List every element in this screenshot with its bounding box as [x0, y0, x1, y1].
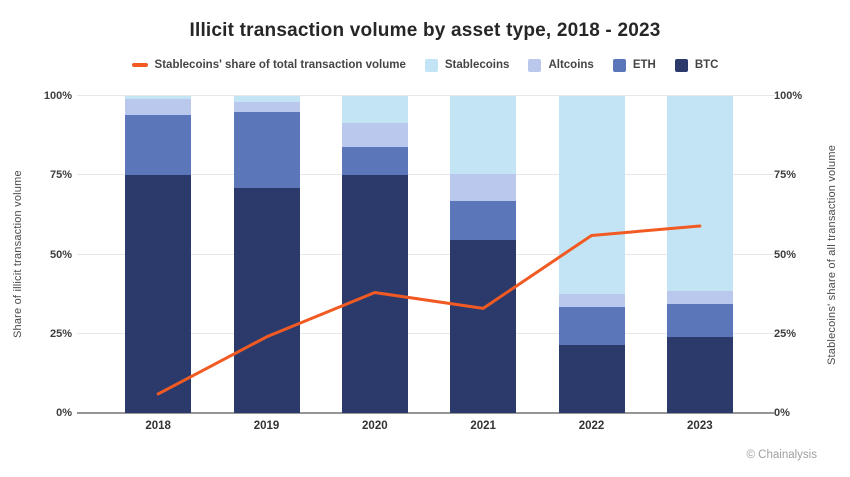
bar-2022	[558, 96, 625, 413]
legend-label: BTC	[694, 59, 719, 71]
y-tick-label: 100%	[774, 90, 803, 102]
bar-segment-btc-2018	[125, 175, 192, 413]
y-tick-label: 25%	[774, 327, 797, 340]
y-tick-label: 75%	[774, 169, 797, 182]
bars-area	[104, 96, 754, 413]
legend-item-altcoins: Altcoins	[528, 58, 594, 72]
stablecoins-swatch-icon	[424, 58, 438, 72]
bar-segment-eth-2020	[341, 146, 408, 176]
legend-item-eth: ETH	[612, 58, 656, 72]
gridline-100	[77, 95, 775, 96]
x-tick-label-2022: 2022	[578, 420, 605, 432]
x-axis-line	[77, 412, 775, 414]
bar-segment-btc-2022	[558, 344, 625, 413]
altcoins-swatch-icon	[528, 58, 542, 72]
bar-segment-btc-2021	[450, 240, 517, 413]
bar-segment-btc-2023	[666, 336, 733, 413]
bar-segment-altcoins-2019	[233, 102, 300, 112]
left-axis-ticks: 0% 25% 50% 75% 100%	[0, 90, 72, 419]
orange-line-swatch-icon	[131, 63, 148, 67]
legend-label: Stablecoins	[444, 59, 510, 71]
bar-segment-eth-2022	[558, 306, 625, 345]
x-axis-labels: 2018 2019 2020 2021 2022 2023	[104, 420, 754, 436]
bar-segment-btc-2019	[233, 187, 300, 413]
bar-segment-stablecoins-2022	[558, 96, 625, 295]
legend-item-btc: BTC	[674, 58, 719, 72]
y-tick-label: 50%	[49, 248, 72, 261]
bar-2021	[450, 96, 517, 413]
y-tick-label: 0%	[774, 407, 790, 419]
bar-segment-altcoins-2023	[666, 290, 733, 304]
y-tick-label: 0%	[56, 407, 72, 419]
bar-segment-eth-2023	[666, 303, 733, 337]
bar-segment-altcoins-2022	[558, 294, 625, 307]
y-tick-label: 100%	[43, 90, 72, 102]
source-credit: © Chainalysis	[746, 449, 817, 461]
eth-swatch-icon	[612, 58, 626, 72]
legend-label: Stablecoins' share of total transaction …	[154, 59, 406, 71]
right-axis-ticks: 0% 25% 50% 75% 100%	[774, 90, 844, 419]
y-tick-label: 75%	[49, 169, 72, 182]
x-tick-label-2021: 2021	[470, 420, 496, 432]
legend: Stablecoins' share of total transaction …	[0, 57, 850, 73]
bar-2018	[125, 96, 192, 413]
gridline-50	[77, 253, 775, 255]
bar-segment-stablecoins-2020	[341, 96, 408, 123]
y-tick-label: 50%	[774, 248, 797, 261]
bar-segment-eth-2018	[125, 115, 192, 176]
bar-segment-stablecoins-2023	[666, 96, 733, 291]
bar-segment-eth-2019	[233, 111, 300, 188]
legend-label: Altcoins	[548, 59, 594, 71]
bar-2023	[666, 96, 733, 413]
x-tick-label-2023: 2023	[687, 420, 713, 432]
gridline-75	[77, 174, 775, 176]
legend-item-stablecoin-share-line: Stablecoins' share of total transaction …	[131, 59, 406, 71]
stablecoin-share-line	[104, 96, 754, 413]
bar-segment-altcoins-2021	[450, 173, 517, 201]
plot-area	[77, 95, 775, 414]
y-tick-label: 25%	[49, 327, 72, 340]
legend-label: ETH	[632, 59, 656, 71]
btc-swatch-icon	[674, 58, 688, 72]
page-title: Illicit transaction volume by asset type…	[189, 20, 661, 41]
x-tick-label-2019: 2019	[253, 420, 280, 432]
bar-2019	[233, 96, 300, 413]
bar-segment-stablecoins-2021	[450, 96, 517, 174]
x-tick-label-2020: 2020	[362, 420, 388, 432]
bar-segment-stablecoins-2019	[233, 96, 300, 103]
bar-segment-altcoins-2018	[125, 99, 192, 116]
bar-segment-stablecoins-2018	[125, 96, 192, 100]
legend-item-stablecoins: Stablecoins	[424, 58, 510, 72]
bar-segment-altcoins-2020	[341, 122, 408, 147]
gridline-25	[77, 332, 775, 334]
bar-segment-eth-2021	[450, 200, 517, 241]
x-tick-label-2018: 2018	[145, 420, 171, 432]
